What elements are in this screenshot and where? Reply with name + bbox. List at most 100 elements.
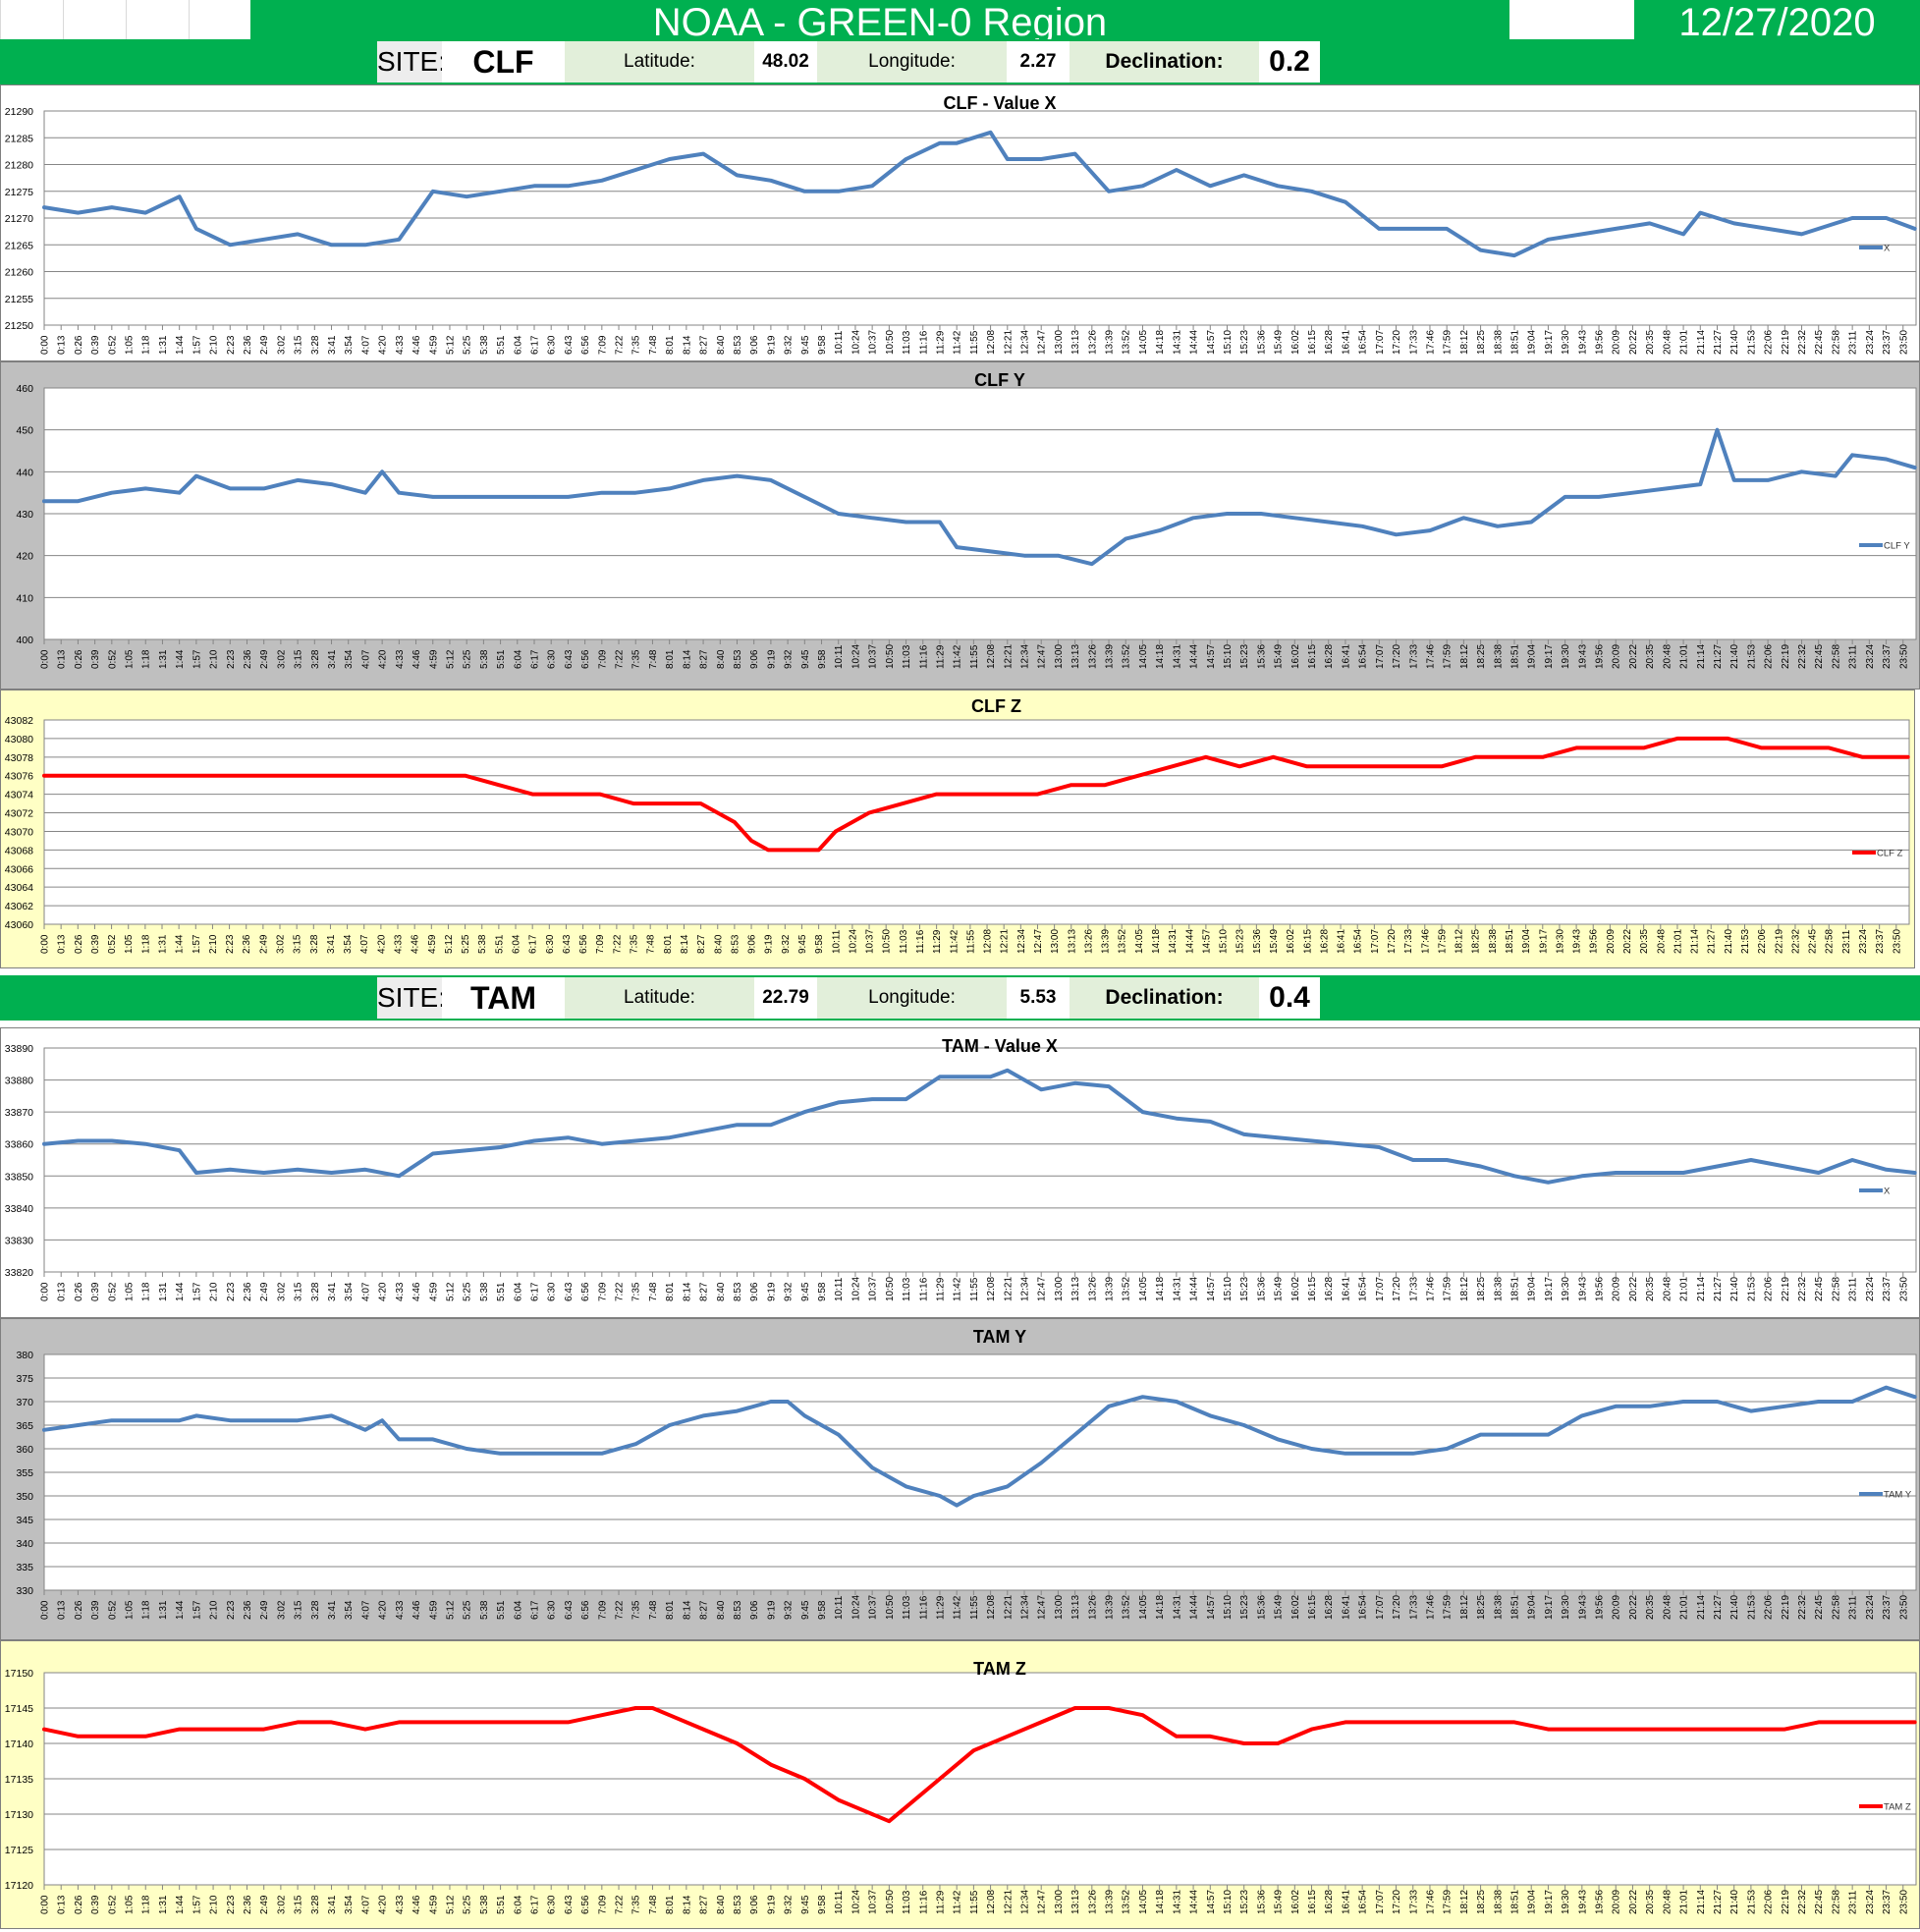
- x-tick-label: 16:54: [1358, 1595, 1369, 1620]
- x-tick-label: 0:52: [107, 649, 118, 669]
- x-tick-label: 8:40: [716, 335, 727, 355]
- data-point: [499, 1145, 503, 1149]
- data-point: [380, 1418, 384, 1422]
- x-tick-label: 19:30: [1561, 330, 1571, 355]
- data-point: [633, 1706, 637, 1710]
- x-tick-label: 13:00: [1054, 1595, 1065, 1620]
- y-tick-label: 43064: [5, 882, 33, 894]
- x-tick-label: 16:41: [1341, 1595, 1351, 1620]
- x-tick-label: 14:31: [1172, 1277, 1182, 1301]
- data-point: [1732, 221, 1736, 225]
- data-point: [228, 774, 232, 778]
- x-tick-label: 7:09: [595, 934, 606, 954]
- chart-title: CLF Y: [974, 370, 1025, 390]
- data-point: [1709, 737, 1713, 741]
- x-tick-label: 9:32: [784, 649, 795, 669]
- x-tick-label: 2:10: [209, 1600, 220, 1620]
- data-point: [1445, 1158, 1449, 1162]
- data-point: [1512, 1433, 1516, 1437]
- x-tick-label: 3:54: [344, 1600, 355, 1620]
- data-point: [465, 194, 468, 198]
- data-point: [1793, 745, 1797, 749]
- x-tick-label: 16:54: [1358, 1890, 1369, 1914]
- x-tick-label: 16:28: [1324, 330, 1335, 355]
- x-tick-label: 9:45: [800, 1895, 811, 1914]
- data-point: [1377, 1720, 1381, 1724]
- x-tick-label: 11:03: [899, 929, 909, 954]
- x-tick-label: 7:22: [615, 335, 626, 355]
- data-point: [1208, 1735, 1212, 1739]
- x-tick-label: 10:24: [850, 330, 861, 355]
- x-tick-label: 22:32: [1797, 1277, 1808, 1301]
- data-point: [1276, 184, 1280, 188]
- data-point: [262, 486, 266, 490]
- x-tick-label: 0:39: [90, 934, 101, 954]
- x-tick-label: 12:21: [1000, 929, 1011, 954]
- x-tick-label: 19:43: [1577, 644, 1588, 669]
- x-tick-label: 1:05: [124, 934, 135, 954]
- x-tick-label: 6:17: [530, 1895, 541, 1914]
- x-tick-label: 21:40: [1729, 330, 1740, 355]
- data-point: [329, 482, 334, 486]
- data-point: [228, 1168, 232, 1172]
- data-point: [228, 486, 232, 490]
- x-tick-label: 20:22: [1628, 1595, 1639, 1620]
- y-tick-label: 43060: [5, 919, 33, 931]
- data-point: [733, 820, 737, 824]
- longitude-label: Longitude:: [817, 41, 1007, 83]
- data-point: [870, 1097, 874, 1101]
- x-tick-label: 4:46: [411, 335, 422, 355]
- data-point: [397, 1437, 401, 1441]
- data-point: [955, 1504, 959, 1508]
- data-point: [1580, 1413, 1584, 1417]
- data-point: [397, 491, 401, 495]
- data-point: [834, 829, 838, 834]
- data-point: [499, 190, 503, 193]
- x-tick-label: 18:51: [1510, 1595, 1521, 1620]
- x-tick-label: 17:33: [1408, 330, 1419, 355]
- x-tick-label: 9:19: [766, 1282, 777, 1301]
- data-point: [1732, 478, 1736, 482]
- x-tick-label: 11:29: [935, 1890, 946, 1914]
- data-point: [1885, 1168, 1889, 1172]
- data-point: [938, 141, 942, 145]
- data-point: [870, 1812, 874, 1816]
- x-tick-label: 8:14: [682, 335, 692, 355]
- data-point: [499, 1452, 503, 1456]
- x-tick-label: 0:52: [107, 934, 118, 954]
- data-point: [465, 495, 468, 499]
- x-tick-label: 8:01: [663, 934, 674, 954]
- latitude-label: Latitude:: [565, 977, 754, 1019]
- x-tick-label: 22:06: [1757, 929, 1768, 954]
- x-tick-label: 13:39: [1105, 1890, 1116, 1914]
- x-tick-label: 20:48: [1662, 1890, 1673, 1914]
- data-point: [1006, 157, 1010, 161]
- x-tick-label: 18:51: [1510, 1890, 1521, 1914]
- x-tick-label: 19:56: [1595, 1595, 1606, 1620]
- site-code: TAM: [442, 977, 565, 1019]
- series-line: [42, 1706, 1917, 1824]
- x-tick-label: 9:45: [797, 934, 808, 954]
- x-tick-label: 22:58: [1831, 1595, 1841, 1620]
- x-tick-label: 6:43: [562, 934, 573, 954]
- data-point: [1766, 478, 1770, 482]
- x-tick-label: 19:30: [1561, 1595, 1571, 1620]
- x-tick-label: 12:47: [1033, 929, 1044, 954]
- x-tick-label: 23:37: [1875, 929, 1886, 954]
- data-point: [1546, 1433, 1550, 1437]
- x-tick-label: 1:44: [175, 1600, 186, 1620]
- x-tick-label: 8:53: [733, 1895, 743, 1914]
- x-tick-label: 8:27: [699, 1600, 710, 1620]
- data-point: [1827, 745, 1831, 749]
- data-point: [262, 238, 266, 242]
- x-tick-label: 18:25: [1476, 1890, 1487, 1914]
- data-point: [1715, 1728, 1720, 1732]
- x-tick-label: 1:57: [192, 1895, 202, 1914]
- x-tick-label: 6:56: [580, 335, 591, 355]
- data-point: [853, 1805, 857, 1809]
- x-tick-label: 1:31: [158, 1600, 169, 1620]
- x-tick-label: 20:09: [1606, 929, 1617, 954]
- data-point: [1445, 1447, 1449, 1451]
- x-tick-label: 7:22: [615, 1282, 626, 1301]
- x-tick-label: 0:00: [40, 335, 51, 355]
